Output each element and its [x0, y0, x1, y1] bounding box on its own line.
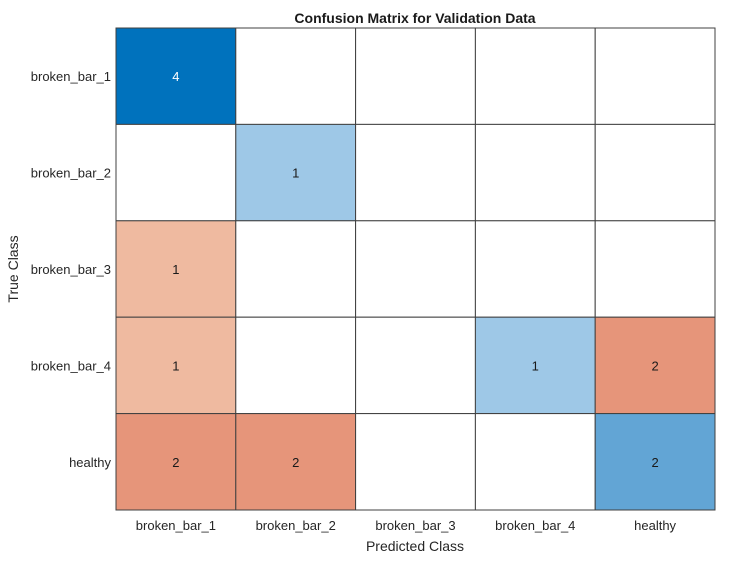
matrix-cell-r1-c3: [355, 27, 476, 125]
matrix-cell-r2-c1: [115, 123, 237, 222]
chart-title: Confusion Matrix for Validation Data: [294, 10, 535, 26]
matrix-cell-r3-c3: [355, 220, 476, 318]
x-tick-label: broken_bar_2: [256, 518, 336, 533]
matrix-cell-r5-c2: [235, 413, 357, 511]
matrix-cell-r2-c4: [474, 123, 596, 222]
matrix-cell-r3-c2: [235, 220, 357, 318]
y-axis-label: True Class: [5, 235, 21, 302]
matrix-cell-r1-c2: [235, 27, 357, 125]
matrix-cell-r4-c1: [115, 316, 237, 415]
matrix-cell-r4-c3: [355, 316, 476, 415]
y-tick-labels: broken_bar_1 broken_bar_2 broken_bar_3brok…: [31, 69, 112, 470]
y-tick-label: broken_bar_3: [31, 262, 111, 277]
matrix-cell-labels: 4 1 1 1 1 2 2 2 2: [172, 69, 658, 470]
x-tick-label: broken_bar_4: [495, 518, 575, 533]
cell-value-r2-c2: 1: [292, 166, 299, 181]
x-tick-label: broken_bar_1: [136, 518, 216, 533]
cell-value-r5-c2: 2: [292, 455, 299, 470]
matrix-cell-r1-c1: [115, 27, 237, 125]
matrix-cell-r5-c1: [115, 413, 237, 511]
cell-value-r4-c1: 1: [172, 358, 179, 373]
matrix-cell-r2-c5: [594, 123, 716, 222]
x-tick-labels: broken_bar_1 broken_bar_2 broken_bar_3 brok…: [136, 518, 677, 533]
matrix-cell-r1-c5: [594, 27, 716, 125]
y-tick-label: broken_bar_1: [31, 69, 111, 84]
y-tick-label: broken_bar_4: [31, 358, 111, 373]
y-tick-label: healthy: [69, 455, 111, 470]
matrix-cell-r1-c4: [474, 27, 596, 125]
y-tick-label: broken_bar_2: [31, 166, 111, 181]
matrix-cell-r3-c1: [115, 220, 237, 318]
x-tick-label: healthy: [634, 518, 676, 533]
matrix-cells: [115, 27, 716, 511]
cell-value-r3-c1: 1: [172, 262, 179, 277]
cell-value-r5-c1: 2: [172, 455, 179, 470]
matrix-cell-r5-c3: [355, 413, 476, 511]
cell-value-r4-c5: 2: [651, 358, 658, 373]
matrix-cell-r2-c2: [235, 123, 357, 222]
cell-value-r5-c5: 2: [651, 455, 658, 470]
matrix-cell-r5-c5: [594, 413, 716, 511]
matrix-cell-r4-c5: [594, 316, 716, 415]
matrix-cell-r4-c2: [235, 316, 357, 415]
x-tick-label: broken_bar_3: [375, 518, 455, 533]
cell-value-r1-c1: 4: [172, 69, 179, 84]
matrix-cell-r3-c5: [594, 220, 716, 318]
matrix-cell-r3-c4: [474, 220, 596, 318]
matrix-cell-r5-c4: [474, 413, 596, 511]
cell-value-r4-c4: 1: [532, 358, 539, 373]
x-axis-label: Predicted Class: [366, 538, 464, 554]
matrix-cell-r2-c3: [355, 123, 476, 222]
matrix-cell-r4-c4: [474, 316, 596, 415]
